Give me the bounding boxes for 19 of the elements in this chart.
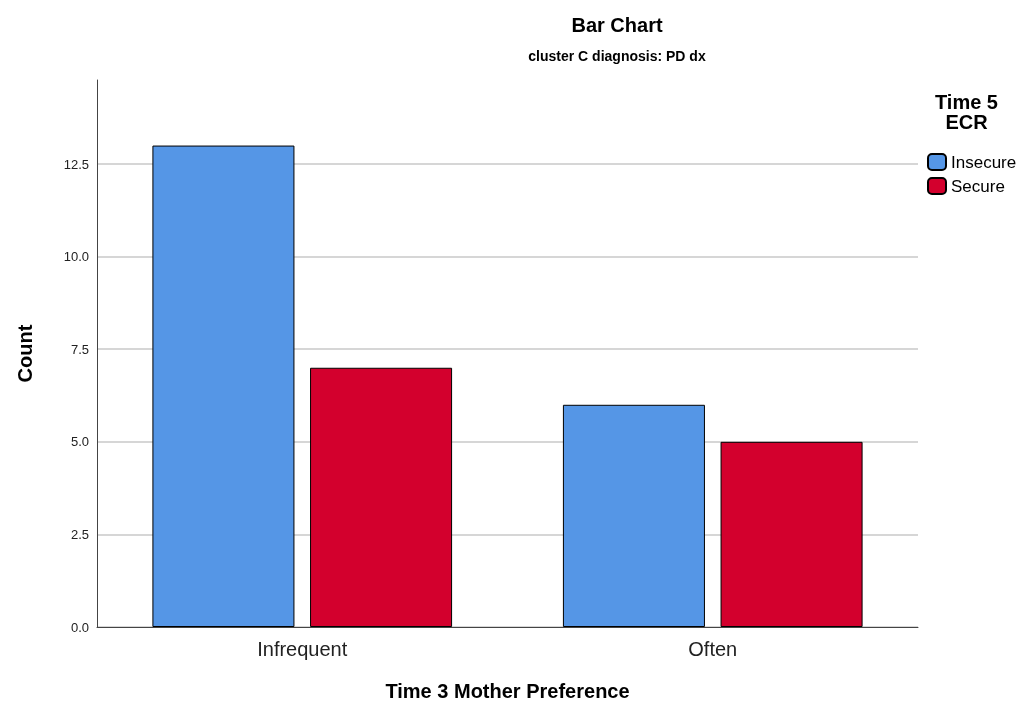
x-axis-title: Time 3 Mother Preference (385, 680, 630, 702)
bar (562, 404, 705, 627)
y-tick-label: 2.5 (70, 526, 89, 542)
bar (720, 441, 863, 627)
bar (310, 367, 453, 627)
x-tick-label: Often (688, 638, 738, 660)
y-tick-label: 7.5 (70, 341, 89, 357)
y-tick-label: 12.5 (63, 156, 89, 172)
y-axis-title: Count (14, 324, 36, 383)
chart-title: Bar Chart (571, 14, 663, 36)
x-tick-label: Infrequent (257, 638, 348, 660)
legend-label: Secure (951, 176, 1005, 196)
y-tick-label: 5.0 (70, 434, 89, 450)
chart-subtitle: cluster C diagnosis: PD dx (528, 48, 706, 64)
legend-title: Time 5 ECR (935, 91, 998, 133)
y-tick-label: 0.0 (70, 619, 89, 635)
y-tick-label: 10.0 (63, 249, 89, 265)
bar (152, 145, 295, 627)
legend-label: Insecure (951, 152, 1017, 172)
